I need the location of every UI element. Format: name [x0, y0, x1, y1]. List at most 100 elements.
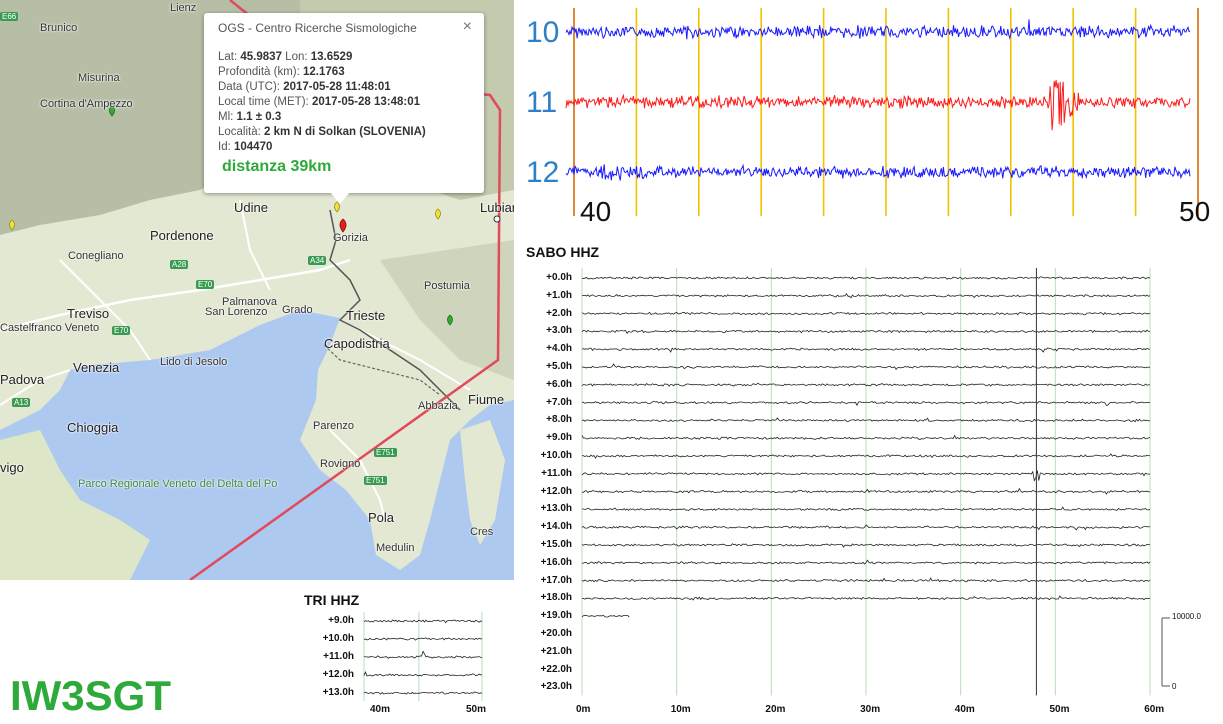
sabo-row-label: +2.0h: [546, 307, 572, 319]
park-label: Parco Regionale Veneto del Delta del Po: [78, 478, 277, 490]
tri-row-label: +13.0h: [322, 687, 354, 698]
road-sign: A28: [170, 260, 189, 269]
id-row: Id: 104470: [218, 141, 273, 153]
map-place-label: Postumia: [424, 280, 470, 292]
helicorder-row-trace: [581, 614, 630, 618]
x-start-label: 40: [580, 196, 612, 227]
helicorder-row-trace: [582, 400, 1151, 407]
helicorder-row-trace: [581, 487, 1151, 495]
map-place-label: Grado: [282, 304, 313, 316]
zoomed-seismogram: 10 11 12 40 50: [522, 0, 1223, 232]
sabo-row-label: +3.0h: [546, 325, 572, 337]
helicorder-row-trace: [581, 470, 1151, 482]
sabo-row-label: +15.0h: [540, 539, 572, 550]
coordinates-row: Lat: 45.9837 Lon: 13.6529: [218, 51, 353, 63]
trace-row-12: [565, 163, 1191, 181]
road-sign: A34: [308, 256, 327, 265]
sabo-row-label: +23.0h: [540, 681, 572, 693]
tri-row-label: +10.0h: [322, 633, 354, 644]
map-place-label: Palmanova: [222, 296, 278, 308]
distance-label: distanza 39km: [222, 158, 332, 175]
sabo-row-label: +12.0h: [540, 485, 572, 497]
sabo-row-label: +14.0h: [540, 521, 572, 533]
sabo-x-label: 60m: [1144, 704, 1165, 715]
map-place-label: San Lorenzo: [205, 306, 268, 318]
helicorder-row-trace: [581, 453, 1151, 459]
map-place-label: Gorizia: [333, 232, 368, 244]
road-sign: E751: [374, 448, 397, 457]
tri-row-label: +12.0h: [322, 669, 354, 680]
helicorder-row-trace: [581, 329, 1150, 335]
map-place-label: Castelfranco Veneto: [0, 322, 100, 334]
row-label-11: 11: [526, 86, 558, 119]
sabo-row-label: +7.0h: [546, 396, 572, 408]
sabo-title: SABO HHZ: [526, 244, 600, 260]
sabo-x-label: 20m: [765, 704, 786, 715]
sabo-row-label: +21.0h: [540, 645, 572, 657]
sabo-row-label: +22.0h: [540, 663, 572, 675]
map-place-label: Parenzo: [313, 420, 354, 432]
map-place-label: Pola: [368, 510, 395, 525]
trace-row-10: [565, 19, 1191, 40]
tri-x-label: 50m: [466, 704, 487, 715]
event-info-popup: OGS - Centro Ricerche Sismologiche × Lat…: [204, 13, 484, 193]
close-icon[interactable]: ×: [462, 18, 472, 35]
helicorder-row-trace: [581, 417, 1151, 423]
helicorder-row-trace: [363, 619, 483, 624]
road-sign: E70: [112, 326, 131, 335]
scale-top-label: 10000.0: [1172, 612, 1201, 621]
helicorder-row-trace: [582, 506, 1151, 512]
road-sign: E751: [364, 476, 387, 485]
lat-value: 45.9837: [240, 51, 282, 63]
helicorder-row-trace: [581, 434, 1151, 440]
helicorder-row-trace: [581, 577, 1151, 583]
magnitude-row: Ml: 1.1 ± 0.3: [218, 111, 282, 123]
lon-value: 13.6529: [310, 51, 353, 63]
zoomed-seismogram-plot: [565, 8, 1199, 216]
row-label-10: 10: [526, 16, 560, 49]
map-place-label: Medulin: [376, 542, 415, 554]
sabo-row-label: +1.0h: [546, 289, 572, 301]
sabo-x-label: 40m: [954, 704, 975, 715]
helicorder-row-trace: [581, 595, 1151, 601]
callsign-label: IW3SGT: [10, 672, 172, 719]
utc-date-row: Data (UTC): 2017-05-28 11:48:01: [218, 81, 391, 93]
map-place-label: vigo: [0, 460, 24, 475]
road-sign: E70: [196, 280, 215, 289]
helicorder-row-trace: [581, 559, 1151, 565]
helicorder-row-trace: [581, 347, 1150, 353]
sabo-row-label: +11.0h: [541, 467, 572, 479]
tri-row-label: +9.0h: [328, 615, 354, 626]
map-place-label: Chioggia: [67, 420, 119, 435]
trace-row-11: [565, 80, 1191, 131]
sabo-row-label: +16.0h: [540, 556, 572, 568]
map-place-label: Treviso: [67, 306, 110, 321]
popup-pointer: [330, 192, 350, 204]
locality-row: Località: 2 km N di Solkan (SLOVENIA): [218, 126, 426, 138]
sabo-row-label: +0.0h: [546, 272, 572, 283]
popup-title: OGS - Centro Ricerche Sismologiche: [218, 21, 417, 35]
map-place-label: Misurina: [78, 72, 120, 84]
helicorder-row-trace: [363, 691, 483, 695]
sabo-row-label: +19.0h: [540, 610, 572, 622]
tri-helicorder-plot: [363, 612, 483, 701]
sabo-row-label: +8.0h: [546, 414, 572, 426]
map-place-label: Capodistria: [324, 336, 390, 351]
x-end-label: 50: [1179, 196, 1211, 227]
sabo-row-label: +9.0h: [546, 432, 572, 444]
helicorder-row-trace: [581, 276, 1151, 280]
sabo-row-label: +6.0h: [546, 378, 572, 390]
map-place-label: Lubian: [480, 200, 514, 215]
map-place-label: Cres: [470, 526, 494, 538]
map-place-label: Abbazia: [418, 400, 458, 412]
helicorder-row-trace: [363, 650, 483, 659]
station-marker: [109, 105, 115, 117]
sabo-row-label: +5.0h: [546, 361, 572, 372]
sabo-helicorder-plot: [581, 268, 1170, 696]
map-place-label: Pordenone: [150, 228, 214, 243]
map-place-label: Rovigno: [320, 458, 361, 470]
sabo-x-label: 50m: [1049, 704, 1070, 715]
sabo-row-label: +10.0h: [540, 450, 572, 461]
local-time-row: Local time (MET): 2017-05-28 13:48:01: [218, 96, 421, 108]
sabo-x-label: 0m: [576, 704, 591, 715]
